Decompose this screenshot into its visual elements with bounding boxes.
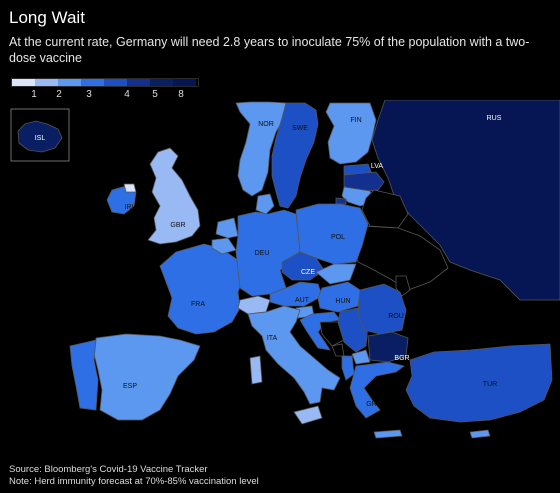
legend-swatch-4 xyxy=(81,79,104,86)
country-esp xyxy=(93,333,201,421)
country-grc xyxy=(349,361,405,419)
country-fin xyxy=(325,102,377,165)
country-dnk xyxy=(255,193,275,215)
country-bel xyxy=(211,237,237,255)
country-tur xyxy=(405,343,553,423)
label-ita: ITA xyxy=(267,335,278,342)
country-che xyxy=(237,295,271,315)
legend: 1 2 3 4 5 8 xyxy=(11,78,199,101)
legend-swatch-8 xyxy=(173,79,196,86)
legend-tick: 3 xyxy=(86,89,92,100)
country-mkd xyxy=(351,349,371,365)
country-isl xyxy=(17,120,63,153)
country-mda xyxy=(395,275,411,297)
legend-tick: 4 xyxy=(124,89,130,100)
label-gbr: GBR xyxy=(170,222,185,229)
country-ita xyxy=(247,305,341,405)
country-alb xyxy=(341,355,355,381)
label-esp: ESP xyxy=(123,383,137,390)
country-fra xyxy=(159,243,245,335)
country-rou xyxy=(357,283,407,335)
label-aut: AUT xyxy=(295,297,310,304)
legend-tick: 2 xyxy=(56,89,62,100)
country-prt xyxy=(69,339,99,411)
legend-tick: 1 xyxy=(31,89,37,100)
label-pol: POL xyxy=(331,234,345,241)
legend-ticks: 1 2 3 4 5 8 xyxy=(11,87,199,101)
label-irl: IRL xyxy=(125,204,136,211)
legend-tick: 5 xyxy=(152,89,158,100)
label-swe: SWE xyxy=(292,125,308,132)
country-nld xyxy=(215,217,239,239)
label-rou: ROU xyxy=(388,313,404,320)
country-nir xyxy=(123,183,137,193)
legend-color-bar xyxy=(11,78,199,87)
legend-swatch-5 xyxy=(104,79,127,86)
legend-swatch-7 xyxy=(150,79,173,86)
legend-swatch-3 xyxy=(58,79,81,86)
country-deu xyxy=(235,209,301,297)
label-isl: ISL xyxy=(35,135,46,142)
chart-title: Long Wait xyxy=(9,8,85,27)
label-deu: DEU xyxy=(255,250,270,257)
country-hun xyxy=(317,281,361,313)
country-ita-sicily xyxy=(293,405,323,425)
country-swe xyxy=(271,102,319,209)
legend-tick: 8 xyxy=(178,89,184,100)
label-grc: GRC xyxy=(366,401,382,408)
source-note: Source: Bloomberg's Covid-19 Vaccine Tra… xyxy=(9,464,208,475)
country-nor xyxy=(235,101,287,197)
label-rus: RUS xyxy=(487,115,502,122)
label-fin: FIN xyxy=(350,117,361,124)
country-grc-crete xyxy=(373,429,403,439)
country-mne xyxy=(331,343,345,357)
legend-swatch-6 xyxy=(127,79,150,86)
herd-immunity-note: Note: Herd immunity forecast at 70%-85% … xyxy=(9,476,259,487)
country-bih xyxy=(319,321,345,347)
label-hun: HUN xyxy=(335,298,350,305)
europe-map: ISL NOR SWE FIN RUS LVA IRL GBR DEU POL … xyxy=(10,100,560,439)
country-bgr xyxy=(367,331,409,363)
label-bgr: BGR xyxy=(394,355,409,362)
country-pol xyxy=(295,203,369,265)
legend-swatch-2 xyxy=(35,79,58,86)
country-hrv xyxy=(299,311,341,351)
country-gbr xyxy=(147,147,201,245)
country-kaliningrad xyxy=(335,197,347,205)
footer: Source: Bloomberg's Covid-19 Vaccine Tra… xyxy=(9,464,259,488)
country-ita-sardinia xyxy=(249,355,263,385)
country-cze xyxy=(281,251,325,281)
country-cyp xyxy=(469,429,491,439)
label-lva: LVA xyxy=(371,163,384,170)
label-nor: NOR xyxy=(258,121,274,128)
country-lva xyxy=(343,171,385,193)
country-rus xyxy=(371,100,560,301)
country-svk xyxy=(315,263,357,285)
label-fra: FRA xyxy=(191,301,205,308)
chart-subtitle: At the current rate, Germany will need 2… xyxy=(9,35,530,65)
label-tur: TUR xyxy=(483,381,497,388)
label-cze: CZE xyxy=(301,269,315,276)
legend-swatch-1 xyxy=(12,79,35,86)
